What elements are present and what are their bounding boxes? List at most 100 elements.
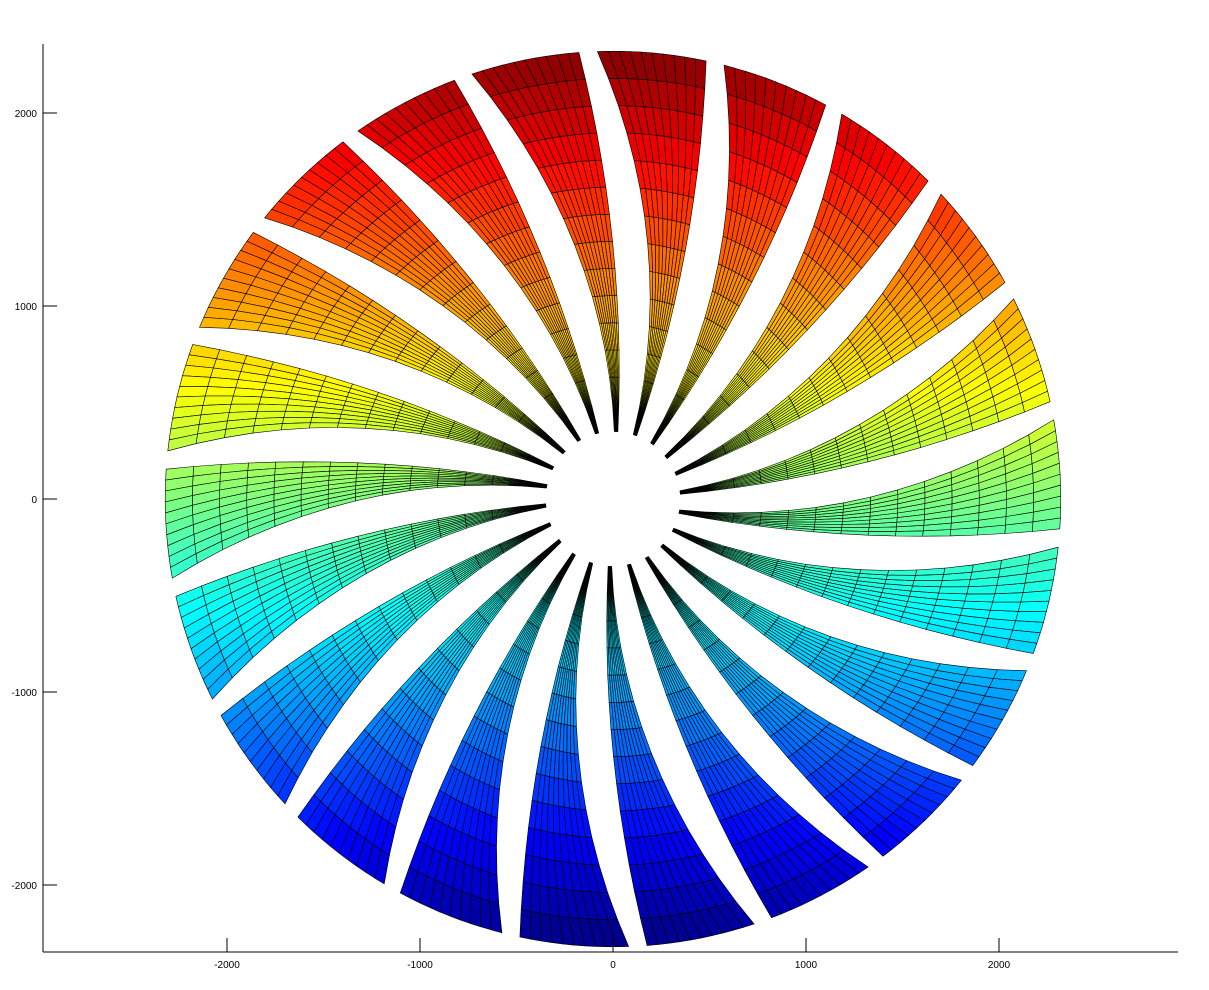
blade-mesh-cell: [308, 422, 339, 429]
blade-7: [164, 461, 548, 579]
blade-1: [596, 50, 707, 437]
x-ticks: -2000 -1000 0 1000 2000: [214, 938, 1011, 971]
blade-5: [199, 232, 566, 455]
blade-mesh-cell: [357, 124, 391, 148]
y-tick-label: 0: [31, 495, 37, 506]
blade-mesh-cell: [993, 298, 1019, 330]
blade-mesh-cell: [383, 470, 412, 474]
blade-4: [264, 141, 582, 442]
x-tick-label: 2000: [988, 960, 1011, 971]
blade-mesh-cell: [530, 911, 542, 942]
blade-14: [626, 563, 869, 919]
blade-mesh-cell: [867, 531, 897, 537]
blade-mesh-cell: [329, 461, 359, 467]
blade-mesh-cell: [835, 850, 869, 874]
blade-mesh-cell: [647, 243, 654, 273]
blade-12: [519, 561, 630, 948]
blade-mesh-cell: [480, 840, 490, 873]
blade-20: [674, 193, 1006, 476]
blade-mesh-cell: [277, 769, 299, 805]
y-tick-label: -1000: [11, 688, 37, 699]
blade-22: [650, 64, 827, 446]
blade-mesh-cell: [723, 64, 737, 98]
blade-mesh-cell: [199, 316, 234, 329]
blade-mesh-cell: [459, 891, 472, 924]
blade-mesh-cell: [572, 725, 579, 755]
blade-mesh-cell: [558, 750, 564, 780]
blade-mesh-cell: [990, 601, 1022, 612]
blade-mesh-cell: [464, 483, 493, 487]
blade-mesh-cell: [685, 112, 695, 142]
blade-6: [167, 344, 555, 471]
blade-mesh-cell: [569, 697, 574, 727]
blade-mesh-cell: [744, 99, 756, 132]
blade-mesh-cell: [912, 580, 943, 588]
blade-mesh-cell: [596, 50, 619, 79]
blade-mesh-cell: [562, 723, 568, 753]
blade-mesh-cell: [531, 856, 541, 886]
blade-mesh-cell: [520, 881, 532, 912]
blade-mesh-cell: [649, 271, 654, 300]
blade-mesh-cell: [488, 843, 498, 876]
blade-mesh-cell: [280, 422, 311, 431]
y-tick-label: -2000: [11, 881, 37, 892]
blade-mesh-cell: [470, 894, 482, 928]
blade-mesh-cell: [310, 417, 341, 424]
blade-mesh-cell: [992, 592, 1024, 603]
blade-10: [297, 538, 562, 885]
blade-mesh-cell: [672, 164, 680, 195]
x-tick-label: -2000: [214, 960, 240, 971]
axes: [42, 44, 1178, 953]
blade-mesh-cell: [1028, 419, 1056, 445]
blade-mesh-cell: [1017, 600, 1050, 613]
blade-mesh-cell: [692, 113, 704, 144]
blade-mesh-cell: [522, 854, 534, 885]
blade-mesh-cell: [207, 668, 233, 700]
blade-mesh-cell: [202, 395, 234, 406]
blade-mesh-cell: [539, 857, 549, 888]
x-tick-label: -1000: [407, 960, 433, 971]
blade-mesh-cell: [678, 138, 687, 168]
blade-mesh-cell: [964, 593, 996, 603]
blade-mesh-cell: [840, 527, 870, 532]
blade-2: [471, 52, 620, 433]
blade-mesh-cell: [470, 866, 482, 899]
blade-mesh-cell: [167, 433, 198, 452]
blade-mesh-cell: [356, 466, 386, 471]
x-tick-label: 0: [610, 960, 616, 971]
blade-19: [679, 298, 1051, 495]
blade-mesh-cell: [754, 74, 767, 107]
blade-mesh-cell: [607, 919, 630, 948]
blade-mesh-cell: [179, 375, 211, 387]
y-tick-label: 2000: [15, 109, 38, 120]
blade-mesh-cell: [677, 110, 687, 141]
blade-21: [664, 113, 929, 460]
blade-mesh-cell: [736, 125, 746, 158]
blade-mesh-cell: [694, 86, 706, 117]
blade-mesh-cell: [726, 93, 738, 127]
blade-mesh-cell: [176, 385, 209, 398]
blade-mesh-cell: [479, 869, 490, 902]
blade-mesh-cell: [264, 208, 300, 228]
blade-mesh-cell: [926, 770, 962, 790]
blade-mesh-cell: [662, 218, 668, 248]
blade-mesh-cell: [572, 698, 577, 727]
blade-11: [399, 552, 576, 934]
blade-mesh-cell: [814, 524, 843, 528]
blade-mesh-cell: [519, 909, 532, 940]
blade-mesh-cell: [257, 403, 288, 412]
blade-13: [606, 565, 755, 946]
x-tick-label: 1000: [795, 960, 818, 971]
y-tick-label: 1000: [15, 302, 38, 313]
blade-mesh-cell: [652, 271, 657, 301]
blade-15: [644, 556, 962, 857]
blade-mesh-cell: [887, 569, 918, 576]
blade-mesh-cell: [915, 567, 946, 576]
blade-mesh-cell: [728, 122, 738, 155]
blade-9: [220, 522, 552, 805]
blade-mesh-cell: [283, 410, 314, 418]
blade-mesh-cell: [744, 70, 756, 104]
blade-mesh-cell: [992, 669, 1027, 682]
blade-mesh-cell: [170, 553, 198, 579]
blade-mesh-cell: [471, 70, 500, 98]
